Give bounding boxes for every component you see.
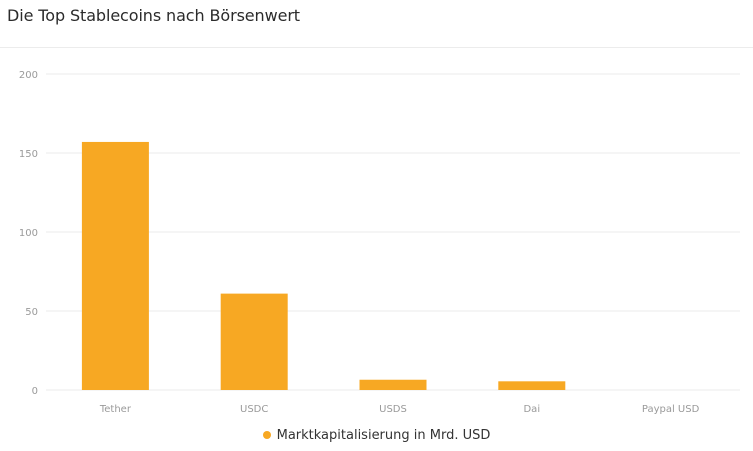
x-tick-label: Paypal USD <box>642 404 700 415</box>
bar-usds[interactable] <box>359 379 427 390</box>
x-tick-label: Dai <box>523 404 540 415</box>
x-tick-label: USDC <box>240 404 268 415</box>
y-tick-label: 100 <box>19 228 38 239</box>
y-tick-label: 50 <box>25 307 38 318</box>
y-tick-label: 150 <box>19 149 38 160</box>
legend-label: Marktkapitalisierung in Mrd. USD <box>276 428 491 443</box>
chart-svg: 0 50 100 150 200 Tether USDC USDS Dai Paypal USD <box>19 70 740 415</box>
bar-dai[interactable] <box>498 381 566 390</box>
bar-tether[interactable] <box>81 141 149 390</box>
bar-chart: 0 50 100 150 200 Tether USDC USDS Dai Paypal USD <box>0 48 753 451</box>
title-divider <box>0 47 753 48</box>
y-tick-label: 200 <box>19 70 38 81</box>
chart-title: Die Top Stablecoins nach Börsenwert <box>7 6 300 25</box>
chart-legend[interactable]: Marktkapitalisierung in Mrd. USD <box>0 428 753 443</box>
x-tick-label: USDS <box>379 404 407 415</box>
y-tick-label: 0 <box>32 386 38 397</box>
legend-marker-icon <box>262 430 271 439</box>
x-tick-label: Tether <box>99 404 132 415</box>
bar-usdc[interactable] <box>220 293 288 390</box>
